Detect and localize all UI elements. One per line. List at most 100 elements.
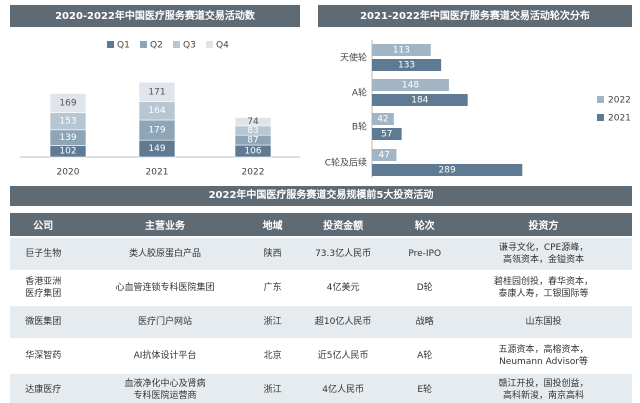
legend-label: Q3 <box>183 41 196 51</box>
data-label: 83 <box>247 126 258 136</box>
cell: 赣江开投，国投创益， 高科新浚，南京高科 <box>455 374 632 403</box>
y-tick-label: C轮及后续 <box>325 157 367 169</box>
data-label: 47 <box>378 151 389 161</box>
data-label: 42 <box>377 115 388 125</box>
legend-label: Q1 <box>117 41 130 51</box>
data-label: 133 <box>398 61 415 71</box>
chart-title: 2021-2022年中国医疗服务赛道交易活动轮次分布 <box>360 9 590 22</box>
legend-swatch <box>107 41 114 48</box>
data-label: 148 <box>402 81 419 91</box>
cell: 血液净化中心及肾病 专科医院运营商 <box>76 374 254 403</box>
title-bar <box>318 5 632 27</box>
table: 2022年中国医疗服务赛道交易规模前5大投资活动 公司 主营业务 地域 投资金额 轮次投… <box>10 186 632 403</box>
cell: 4亿美元 <box>326 283 360 293</box>
x-tick-label: 2020 <box>57 168 80 178</box>
cell: 达康医疗 <box>10 374 77 403</box>
cell: E轮 <box>394 374 456 403</box>
cell: 超10亿人民币 <box>291 306 395 338</box>
cell: 类人胶原蛋白产品 <box>76 238 254 270</box>
cell: 广东 <box>263 283 282 293</box>
bar-segment <box>138 81 176 102</box>
chart-title: 2020-2022年中国医疗服务赛道交易活动数 <box>55 9 256 22</box>
data-label: 179 <box>148 126 165 136</box>
cell: 医疗门户网站 <box>76 306 254 338</box>
table-row: 微医集团 医疗门户网站 浙江 超10亿人民币 战略 山东国投 <box>10 306 632 338</box>
cell: 战略 <box>394 306 456 338</box>
data-label: 87 <box>247 136 258 146</box>
data-label: 171 <box>148 87 165 97</box>
data-table: 公司 主营业务 地域 投资金额 轮次 投资方 巨子生物 类人胶原蛋白产品 陕西 73.3亿人民币 P… <box>10 211 632 403</box>
header-cell: 地域 <box>253 213 292 236</box>
table-row: 达康医疗 血液净化中心及肾病 专科医院运营商 浙江 4亿人民币 E轮 赣江开投，国投创益，… <box>10 374 632 403</box>
table-row: 华深智药 AI抗体设计平台 北京 近5亿人民币 A轮 五源资本，高榕资本， Neumann… <box>10 340 632 372</box>
cell: D轮 <box>416 283 433 293</box>
legend-label: Q2 <box>150 41 163 51</box>
y-tick-label: B轮 <box>352 121 367 133</box>
x-tick-label: 2022 <box>242 168 265 178</box>
cell: 巨子生物 <box>10 238 77 270</box>
bar <box>372 128 402 140</box>
bar <box>372 79 449 91</box>
charts: 2020-2022年中国医疗服务赛道交易活动数 2021-2022年中国医疗服务… <box>10 5 632 178</box>
bar <box>372 164 523 176</box>
bar <box>372 94 468 106</box>
header-cell: 公司 <box>10 213 77 236</box>
legend-swatch <box>173 41 180 48</box>
cell: 山东国投 <box>455 306 632 338</box>
cell: 碧桂园创投，春华资本， 泰康人寿，工银国际等 <box>494 277 594 299</box>
cell: AI抗体设计平台 <box>133 351 197 361</box>
data-label: 164 <box>148 106 165 116</box>
legend-label: 2021 <box>608 114 631 124</box>
header-cell: 主营业务 <box>76 213 254 236</box>
bar-segment <box>234 117 272 127</box>
cell: A轮 <box>417 351 433 361</box>
legend-label: Q4 <box>216 41 229 51</box>
cell: 五源资本，高榕资本， Neumann Advisor等 <box>498 345 589 367</box>
cell: 华深智药 <box>25 351 62 361</box>
data-label: 106 <box>244 147 261 157</box>
cell: Pre-IPO <box>394 238 456 270</box>
cell: 微医集团 <box>10 306 77 338</box>
legend-label: 2022 <box>608 96 631 106</box>
header-cell: 轮次 <box>394 213 456 236</box>
bar <box>372 113 394 125</box>
data-label: 149 <box>148 144 165 154</box>
x-tick-label: 2021 <box>146 168 169 178</box>
cell: 陕西 <box>253 238 292 270</box>
header-cell: 投资方 <box>455 213 632 236</box>
legend-swatch <box>206 41 213 48</box>
bar <box>372 59 442 71</box>
bar <box>372 44 431 56</box>
cell: 香港亚洲 医疗集团 <box>25 277 62 299</box>
cell: 浙江 <box>253 306 292 338</box>
legend-swatch <box>140 41 147 48</box>
data-label: 184 <box>411 96 428 106</box>
data-label: 74 <box>247 117 259 127</box>
cell: 北京 <box>263 351 282 361</box>
cell: 浙江 <box>253 374 292 403</box>
data-label: 102 <box>59 147 76 157</box>
table-row: 香港亚洲 医疗集团 心血管连锁专科医院集团 广东 4亿美元 D轮 碧桂园创投，春华资本， … <box>10 272 632 304</box>
data-label: 153 <box>59 117 76 127</box>
y-tick-label: A轮 <box>352 87 367 99</box>
table-title: 2022年中国医疗服务赛道交易规模前5大投资活动 <box>10 186 632 206</box>
bar-segment <box>49 93 87 113</box>
cell: 近5亿人民币 <box>317 351 369 361</box>
data-label: 57 <box>381 130 392 140</box>
header-cell: 投资金额 <box>291 213 395 236</box>
data-label: 139 <box>59 133 76 143</box>
legend-swatch <box>597 96 604 103</box>
cell: 4亿人民币 <box>291 374 395 403</box>
cell: 谦寻文化，CPE源峰， 高瓴资本，金镒资本 <box>455 238 632 270</box>
table-row: 巨子生物 类人胶原蛋白产品 陕西 73.3亿人民币 Pre-IPO 谦寻文化，CPE源峰，… <box>10 238 632 270</box>
data-label: 289 <box>439 166 456 176</box>
cell: 73.3亿人民币 <box>291 238 395 270</box>
title-bar <box>10 5 300 27</box>
cell: 心血管连锁专科医院集团 <box>115 283 215 293</box>
data-label: 169 <box>59 98 76 108</box>
data-label: 113 <box>393 46 410 56</box>
bar <box>372 149 397 161</box>
y-tick-label: 天使轮 <box>340 52 367 64</box>
legend-swatch <box>597 114 604 121</box>
